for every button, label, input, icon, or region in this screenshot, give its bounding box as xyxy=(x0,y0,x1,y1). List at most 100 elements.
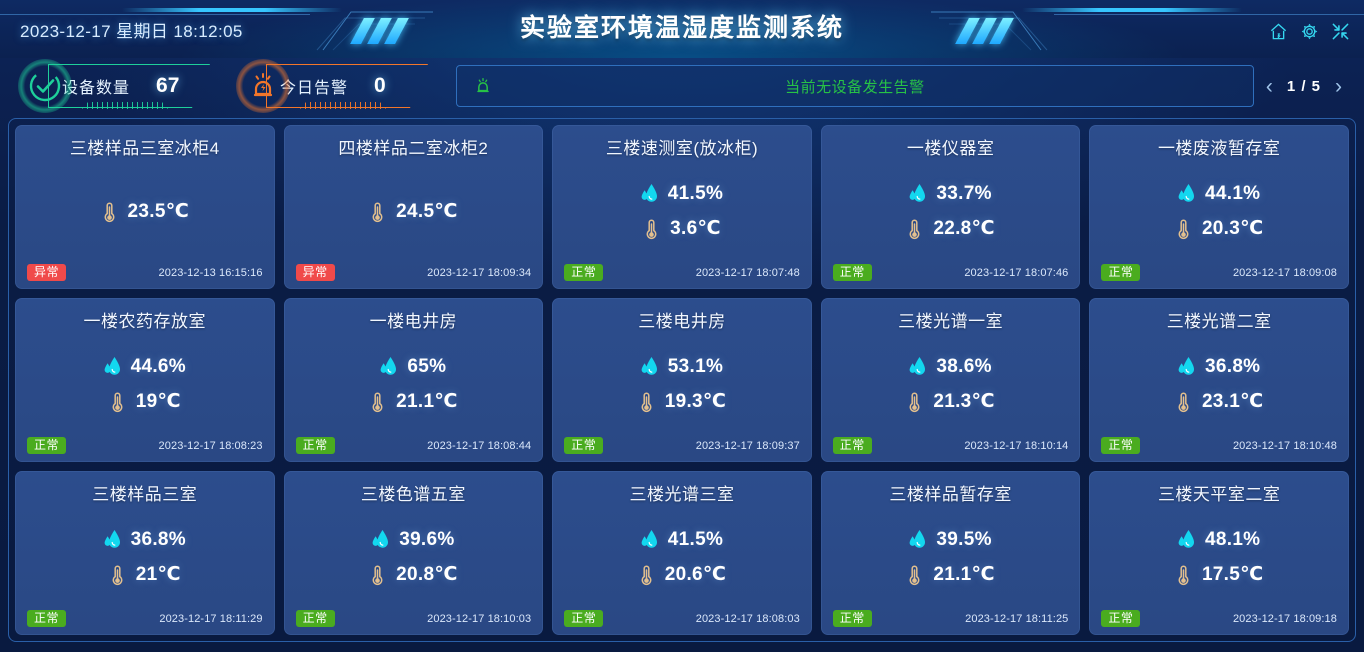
sensor-card[interactable]: 一楼电井房 65% 21.1℃ 正常 2023-12-17 18:08:44 xyxy=(283,298,544,462)
temperature-reading: 20.3℃ xyxy=(1175,217,1264,240)
sensor-card[interactable]: 三楼光谱二室 36.8% 23.1℃ 正常 2023-12-17 18:10:48 xyxy=(1089,298,1349,462)
sensor-card-title: 三楼光谱二室 xyxy=(1166,312,1272,331)
humidity-value: 65% xyxy=(407,356,447,377)
gear-icon[interactable] xyxy=(1300,22,1319,41)
humidity-value: 44.6% xyxy=(130,356,186,377)
water-drop-icon xyxy=(1178,184,1194,202)
temperature-value: 3.6℃ xyxy=(670,218,721,239)
pagination: ‹ 1 / 5 › xyxy=(1266,76,1350,97)
water-drop-icon xyxy=(641,357,657,375)
sensor-readings: 33.7% 22.8℃ xyxy=(831,159,1071,264)
temperature-reading: 21℃ xyxy=(109,563,181,586)
status-badge: 正常 xyxy=(1101,437,1141,454)
humidity-reading: 39.5% xyxy=(909,529,991,551)
sensor-card[interactable]: 三楼光谱一室 38.6% 21.3℃ 正常 2023-12-17 18:10:14 xyxy=(820,298,1081,462)
temperature-reading: 21.1℃ xyxy=(369,390,458,413)
sensor-panel: 三楼样品三室冰柜4 23.5℃ 异常 2023-12-13 16:15:16 四楼样品二… xyxy=(8,118,1356,642)
water-drop-icon xyxy=(910,530,926,548)
sensor-timestamp: 2023-12-17 18:09:18 xyxy=(1232,612,1337,625)
status-badge: 正常 xyxy=(27,610,67,627)
sensor-card[interactable]: 四楼样品二室冰柜2 24.5℃ 异常 2023-12-17 18:09:34 xyxy=(283,125,544,289)
humidity-reading: 41.5% xyxy=(641,183,723,205)
sensor-card-title: 三楼样品三室冰柜4 xyxy=(69,139,220,158)
temperature-value: 21.3℃ xyxy=(933,391,995,412)
humidity-reading: 39.6% xyxy=(372,529,454,551)
sensor-card-footer: 正常 2023-12-17 18:08:23 xyxy=(25,437,265,454)
thermometer-icon xyxy=(909,564,920,585)
sensor-timestamp: 2023-12-17 18:08:23 xyxy=(158,439,263,452)
prev-page-button[interactable]: ‹ xyxy=(1265,74,1273,98)
sensor-card[interactable]: 三楼色谱五室 39.6% 20.8℃ 正常 2023-12-17 18:10:03 xyxy=(283,471,544,635)
thermometer-icon xyxy=(909,218,920,239)
status-badge: 正常 xyxy=(27,437,67,454)
status-badge: 异常 xyxy=(295,264,335,281)
sensor-card[interactable]: 三楼速测室(放冰柜) 41.5% 3.6℃ 正常 2023-12-17 18:07:48 xyxy=(552,125,812,289)
humidity-reading: 36.8% xyxy=(1178,356,1260,378)
status-badge: 正常 xyxy=(832,264,872,281)
humidity-value: 53.1% xyxy=(667,356,724,377)
status-badge: 正常 xyxy=(832,437,872,454)
sensor-card-footer: 正常 2023-12-17 18:09:37 xyxy=(562,437,802,454)
water-drop-icon xyxy=(641,184,657,202)
sensor-card-footer: 正常 2023-12-17 18:07:48 xyxy=(562,264,802,281)
humidity-value: 39.6% xyxy=(399,529,455,550)
header-accent-bar-right xyxy=(1022,8,1242,12)
humidity-reading: 36.8% xyxy=(104,529,186,551)
thermometer-icon xyxy=(112,564,123,585)
alarm-message-banner: 当前无设备发生告警 xyxy=(456,65,1254,107)
sensor-timestamp: 2023-12-13 16:15:16 xyxy=(158,266,263,279)
sensor-card-title: 一楼农药存放室 xyxy=(83,312,207,331)
sensor-readings: 41.5% 20.6℃ xyxy=(562,505,802,610)
sensor-card[interactable]: 三楼电井房 53.1% 19.3℃ 正常 2023-12-17 18:09:37 xyxy=(552,298,812,462)
collapse-icon[interactable] xyxy=(1331,22,1350,41)
device-count-stat[interactable]: 设备数量 67 xyxy=(14,59,210,113)
sensor-card[interactable]: 一楼废液暂存室 44.1% 20.3℃ 正常 2023-12-17 18:09:08 xyxy=(1089,125,1349,289)
sensor-card-footer: 正常 2023-12-17 18:10:03 xyxy=(294,610,534,627)
humidity-value: 33.7% xyxy=(936,183,992,204)
water-drop-icon xyxy=(910,184,926,202)
sensor-card[interactable]: 三楼样品暂存室 39.5% 21.1℃ 正常 2023-12-17 18:11:25 xyxy=(820,471,1081,635)
humidity-value: 41.5% xyxy=(667,183,724,204)
temperature-reading: 23.5℃ xyxy=(101,200,190,223)
sensor-card[interactable]: 一楼农药存放室 44.6% 19℃ 正常 2023-12-17 18:08:23 xyxy=(15,298,275,462)
water-drop-icon xyxy=(104,357,120,375)
thermometer-icon xyxy=(646,218,657,239)
sensor-timestamp: 2023-12-17 18:08:03 xyxy=(695,612,800,625)
sensor-card-footer: 正常 2023-12-17 18:09:08 xyxy=(1099,264,1339,281)
alarm-message-text: 当前无设备发生告警 xyxy=(785,78,925,96)
temperature-reading: 17.5℃ xyxy=(1175,563,1264,586)
sensor-card[interactable]: 三楼样品三室 36.8% 21℃ 正常 2023-12-17 18:11:29 xyxy=(15,471,275,635)
sensor-card-title: 三楼样品暂存室 xyxy=(889,485,1012,504)
thermometer-icon xyxy=(641,391,652,412)
today-alarm-stat[interactable]: 今日告警 0 xyxy=(232,59,428,113)
sensor-timestamp: 2023-12-17 18:09:37 xyxy=(695,439,800,452)
temperature-reading: 20.8℃ xyxy=(369,563,458,586)
sensor-card-footer: 正常 2023-12-17 18:08:03 xyxy=(562,610,802,627)
humidity-reading: 44.1% xyxy=(1178,183,1260,205)
status-badge: 正常 xyxy=(295,437,335,454)
status-badge: 正常 xyxy=(832,610,872,627)
device-stat-orb xyxy=(18,59,72,113)
next-page-button[interactable]: › xyxy=(1335,74,1342,98)
temperature-reading: 21.3℃ xyxy=(906,390,995,413)
temperature-value: 20.3℃ xyxy=(1201,218,1264,239)
page-title: 实验室环境温湿度监测系统 xyxy=(519,14,844,42)
sensor-readings: 41.5% 3.6℃ xyxy=(562,159,802,264)
thermometer-icon xyxy=(1178,564,1189,585)
sensor-readings: 36.8% 23.1℃ xyxy=(1099,332,1339,437)
home-icon[interactable] xyxy=(1269,22,1288,41)
humidity-value: 38.6% xyxy=(936,356,992,377)
sensor-timestamp: 2023-12-17 18:11:29 xyxy=(159,612,263,625)
sensor-card[interactable]: 三楼天平室二室 48.1% 17.5℃ 正常 2023-12-17 18:09:18 xyxy=(1089,471,1349,635)
sensor-card-title: 三楼光谱三室 xyxy=(629,485,735,504)
temperature-value: 19℃ xyxy=(135,391,181,412)
sensor-card-title: 三楼色谱五室 xyxy=(360,485,466,504)
header-clock: 2023-12-17 星期日 18:12:05 xyxy=(20,22,243,41)
sensor-card[interactable]: 三楼光谱三室 41.5% 20.6℃ 正常 2023-12-17 18:08:03 xyxy=(552,471,812,635)
sensor-card[interactable]: 一楼仪器室 33.7% 22.8℃ 正常 2023-12-17 18:07:46 xyxy=(820,125,1081,289)
sensor-card[interactable]: 三楼样品三室冰柜4 23.5℃ 异常 2023-12-13 16:15:16 xyxy=(15,125,275,289)
temperature-value: 23.5℃ xyxy=(127,201,190,222)
sensor-readings: 24.5℃ xyxy=(294,159,534,264)
sensor-timestamp: 2023-12-17 18:10:14 xyxy=(964,439,1069,452)
sensor-card-footer: 正常 2023-12-17 18:10:14 xyxy=(831,437,1071,454)
